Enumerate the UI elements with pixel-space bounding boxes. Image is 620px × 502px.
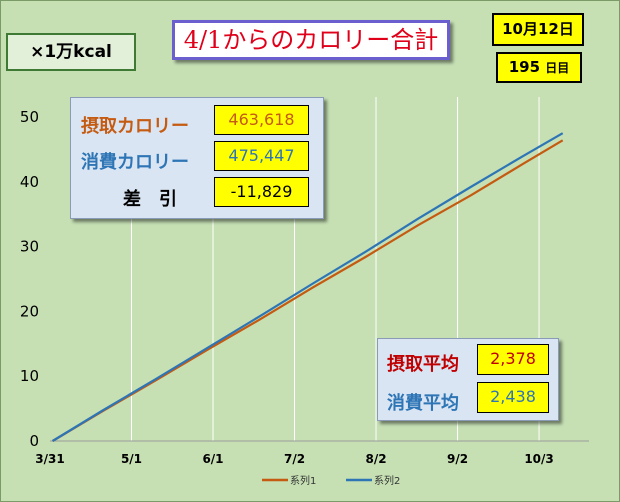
y-tick-label: 40: [20, 173, 39, 191]
difference-value: -11,829: [214, 177, 309, 207]
legend: 系列1 系列2: [262, 474, 400, 487]
burn-total-label: 消費カロリー: [81, 152, 189, 173]
y-tick-label: 30: [20, 238, 39, 256]
legend-label-1: 系列1: [290, 474, 316, 487]
burn-total-value: 475,447: [214, 141, 309, 171]
axis-layer: 3/31 5/1 6/1 7/2 8/2 9/2 10/3 0 10 20 30 40 50: [20, 108, 589, 466]
date-badge: 10月12日: [492, 13, 584, 46]
y-tick-label: 50: [20, 108, 39, 126]
intake-total-label: 摂取カロリー: [81, 116, 189, 137]
x-tick-label: 10/3: [524, 452, 553, 466]
y-tick-label: 20: [20, 302, 39, 320]
x-tick-label: 8/2: [365, 452, 386, 466]
day-count-unit: 日目: [545, 61, 570, 75]
series-layer: [52, 132, 564, 442]
difference-label: 差 引: [123, 189, 177, 210]
burn-average-value: 2,438: [477, 382, 549, 413]
day-count-number: 195: [508, 58, 541, 76]
summary-panel: 摂取カロリー 463,618 消費カロリー 475,447 差 引 -11,82…: [70, 97, 324, 219]
burn-average-label: 消費平均: [387, 393, 459, 414]
x-tick-label: 9/2: [447, 452, 468, 466]
intake-average-value: 2,378: [477, 344, 549, 375]
intake-average-label: 摂取平均: [387, 354, 459, 375]
x-tick-label: 7/2: [284, 452, 305, 466]
y-tick-label: 0: [29, 432, 39, 450]
unit-label: ×1万kcal: [6, 33, 136, 71]
day-count-badge: 195 日目: [496, 52, 582, 83]
x-tick-label: 3/31: [35, 452, 64, 466]
x-tick-label: 5/1: [121, 452, 142, 466]
legend-label-2: 系列2: [374, 474, 400, 487]
intake-total-value: 463,618: [214, 105, 309, 135]
chart-title: 4/1からのカロリー合計: [172, 20, 450, 60]
y-tick-label: 10: [20, 367, 39, 385]
series-line-2: [52, 132, 564, 442]
x-tick-label: 6/1: [202, 452, 223, 466]
average-panel: 摂取平均 2,378 消費平均 2,438: [377, 338, 559, 421]
